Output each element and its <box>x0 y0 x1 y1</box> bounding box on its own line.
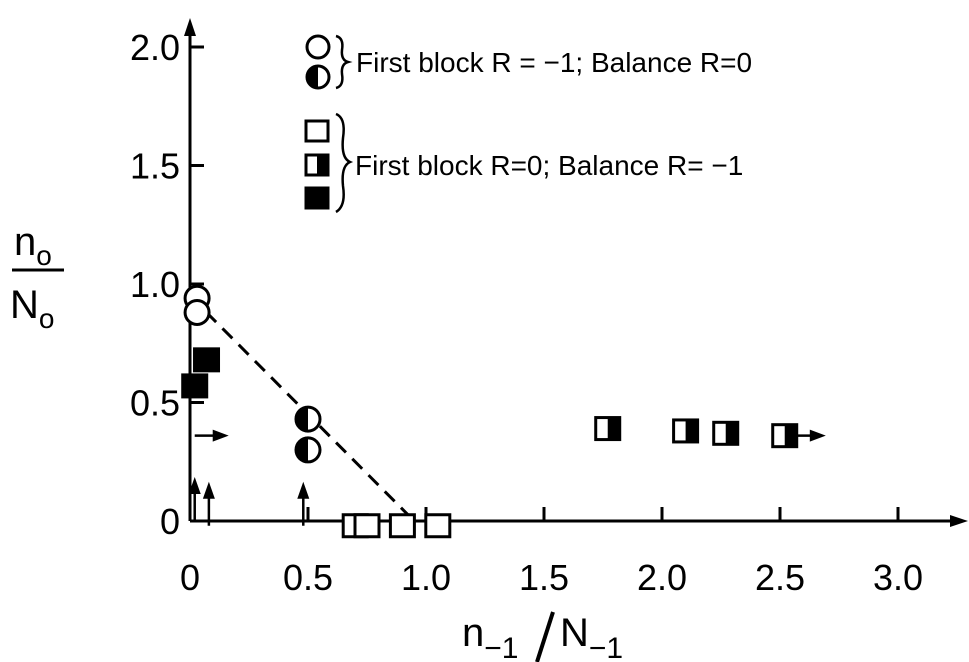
x-axis-label-numerator: n−1 <box>462 611 518 662</box>
dashed-trend-line <box>188 294 416 523</box>
open-circle-point <box>183 298 211 326</box>
half-filled-square-point <box>594 416 622 442</box>
legend-circles-text: First block R = −1; Balance R=0 <box>356 47 752 78</box>
open-square-point <box>424 513 452 539</box>
legend-squares-brace <box>335 112 354 214</box>
legend-half-filled-circle-marker <box>305 64 331 90</box>
y-axis-label-numerator: no <box>14 220 52 271</box>
legend-open-square-marker <box>304 119 330 143</box>
x-tick-label: 3.0 <box>873 557 923 598</box>
x-axis-arrowhead <box>950 515 968 527</box>
filled-square-point <box>193 347 221 373</box>
y-axis-arrowhead <box>184 18 196 36</box>
open-square-point <box>353 513 381 539</box>
half-filled-circle-point <box>294 405 322 433</box>
legend-filled-square-marker <box>304 186 330 210</box>
x-ticks: 0 0.5 1.0 1.5 2.0 2.5 3.0 <box>180 507 923 598</box>
arrow-right <box>194 429 229 442</box>
legend-squares-text: First block R=0; Balance R= −1 <box>355 150 743 181</box>
x-axis-label: n−1 N−1 <box>462 611 623 662</box>
y-axis-label: no No <box>10 220 64 334</box>
axes <box>184 18 968 527</box>
y-axis-label-denominator: No <box>10 283 54 334</box>
annotation-arrows <box>188 429 826 526</box>
y-tick-label: 0 <box>160 501 180 542</box>
legend-circles-group: First block R = −1; Balance R=0 <box>305 34 752 90</box>
arrow-up <box>188 477 201 521</box>
legend: First block R = −1; Balance R=0 First bl… <box>304 34 752 214</box>
y-tick-label: 2.0 <box>130 27 180 68</box>
legend-open-circle-marker <box>305 34 331 60</box>
half-filled-square-point <box>712 420 740 446</box>
legend-circles-brace <box>335 34 353 90</box>
x-tick-label: 0.5 <box>283 557 333 598</box>
arrow-up <box>297 481 310 526</box>
x-axis-label-slash <box>535 611 555 662</box>
y-tick-label: 0.5 <box>130 383 180 424</box>
x-tick-label: 1.0 <box>401 557 451 598</box>
x-tick-label: 1.5 <box>519 557 569 598</box>
x-tick-label: 2.0 <box>637 557 687 598</box>
half-filled-circle-point <box>294 436 322 464</box>
y-tick-label: 1.0 <box>130 264 180 305</box>
y-ticks: 0 0.5 1.0 1.5 2.0 <box>130 27 204 542</box>
open-square-point <box>388 513 416 539</box>
half-filled-square-point <box>771 423 799 449</box>
data-points <box>181 284 799 539</box>
y-tick-label: 1.5 <box>130 146 180 187</box>
x-tick-label: 0 <box>180 557 200 598</box>
filled-square-point <box>181 373 209 399</box>
x-tick-label: 2.5 <box>755 557 805 598</box>
half-filled-square-point <box>672 418 700 444</box>
x-axis-label-denominator: N−1 <box>560 611 623 662</box>
legend-squares-group: First block R=0; Balance R= −1 <box>304 112 743 214</box>
arrow-up <box>202 481 215 526</box>
legend-half-filled-square-marker <box>304 153 330 177</box>
